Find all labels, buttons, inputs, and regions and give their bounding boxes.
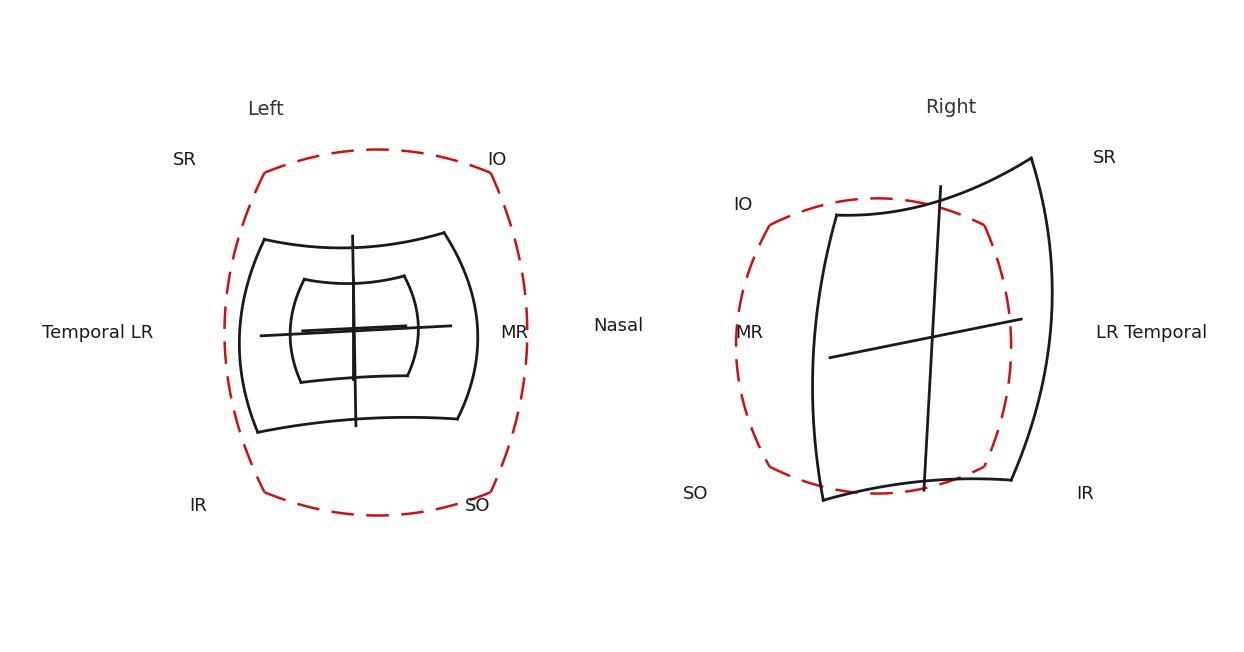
- Text: LR Temporal: LR Temporal: [1096, 323, 1208, 342]
- Text: MR: MR: [735, 323, 764, 342]
- Text: IR: IR: [1076, 484, 1093, 503]
- Text: SO: SO: [464, 497, 490, 514]
- Text: SO: SO: [683, 484, 709, 503]
- Text: MR: MR: [500, 323, 527, 342]
- Text: SR: SR: [173, 151, 197, 168]
- Text: Nasal: Nasal: [593, 317, 643, 335]
- Text: Temporal LR: Temporal LR: [42, 323, 154, 342]
- Text: IR: IR: [189, 497, 207, 514]
- Text: IO: IO: [733, 196, 753, 214]
- Text: Right: Right: [924, 98, 977, 117]
- Text: Left: Left: [246, 100, 284, 119]
- Text: SR: SR: [1093, 149, 1117, 167]
- Text: IO: IO: [488, 151, 508, 168]
